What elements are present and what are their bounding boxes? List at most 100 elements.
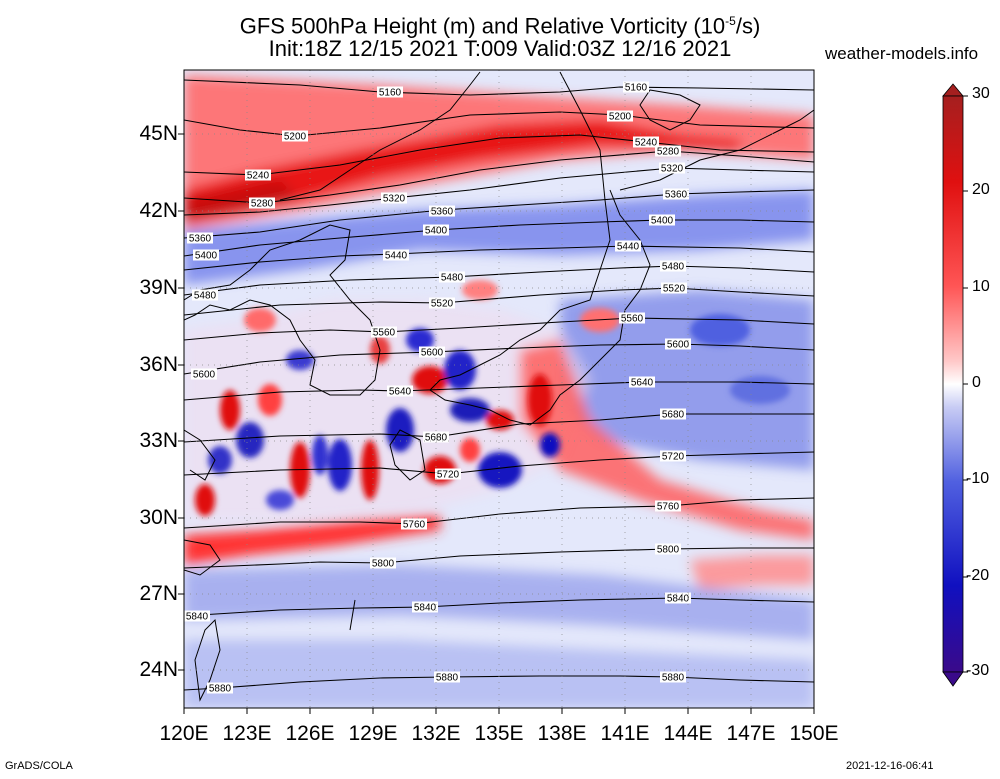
contour-label-bg xyxy=(381,192,407,204)
contour-label-bg xyxy=(655,145,681,157)
contour-label-bg xyxy=(660,671,686,683)
contour-label: 5560 xyxy=(373,328,396,339)
contour-label: 5320 xyxy=(383,194,406,205)
contour-5360 xyxy=(184,189,814,239)
contour-label: 5760 xyxy=(403,520,426,531)
lat-label: 42N xyxy=(139,199,178,222)
site-credit: weather-models.info xyxy=(825,44,979,63)
contour-label-bg xyxy=(423,224,449,236)
contour-label-bg xyxy=(245,169,271,181)
contour-label: 5160 xyxy=(379,88,402,99)
contour-label-bg xyxy=(659,162,685,174)
contour-5400 xyxy=(184,219,814,257)
contour-label: 5560 xyxy=(621,314,644,325)
chart-subtitle: Init:18Z 12/15 2021 T:009 Valid:03Z 12/1… xyxy=(268,36,732,61)
contour-label: 5280 xyxy=(251,199,274,210)
contour-label-bg xyxy=(371,326,397,338)
contour-label: 5200 xyxy=(609,112,632,123)
colorbar-label: -30 xyxy=(966,662,990,679)
contour-label-bg xyxy=(649,214,675,226)
contour-label-bg xyxy=(387,385,413,397)
colorbar-label: -10 xyxy=(966,470,990,487)
contour-label: 5160 xyxy=(625,83,648,94)
lon-label: 141E xyxy=(600,722,650,745)
contour-label: 5720 xyxy=(662,452,685,463)
contour-label-bg xyxy=(663,188,689,200)
contour-label: 5240 xyxy=(247,171,270,182)
contour-label-bg xyxy=(629,376,655,388)
contour-label-bg xyxy=(661,282,687,294)
lon-label: 150E xyxy=(789,722,839,745)
lat-label: 30N xyxy=(139,506,178,529)
contour-label-bg xyxy=(660,260,686,272)
contour-label-bg xyxy=(429,297,455,309)
contour-label-bg xyxy=(665,592,691,604)
contour-label-bg xyxy=(412,601,438,613)
colorbar-label: 0 xyxy=(972,374,981,391)
contour-label: 5600 xyxy=(193,370,216,381)
contour-label: 5880 xyxy=(662,673,685,684)
contour-label-bg xyxy=(607,110,633,122)
contour-label: 5800 xyxy=(372,559,395,570)
lat-label: 45N xyxy=(139,122,178,145)
contour-label: 5360 xyxy=(665,190,688,201)
lon-label: 135E xyxy=(474,722,524,745)
contour-label-bg xyxy=(655,500,681,512)
contour-label-bg xyxy=(439,271,465,283)
contour-label-bg xyxy=(435,468,461,480)
colorbar-label: 10 xyxy=(972,278,990,295)
contour-5880 xyxy=(184,675,814,691)
contour-5680 xyxy=(184,413,814,443)
contour-label-bg xyxy=(434,671,460,683)
chart-title: GFS 500hPa Height (m) and Relative Vorti… xyxy=(239,13,761,39)
lon-label: 132E xyxy=(411,722,461,745)
contour-label-bg xyxy=(383,249,409,261)
lat-label: 36N xyxy=(139,353,178,376)
contour-label-bg xyxy=(655,543,681,555)
contour-5320 xyxy=(184,167,814,216)
lat-label: 39N xyxy=(139,276,178,299)
contour-label: 5360 xyxy=(189,234,212,245)
contour-label-bg xyxy=(633,136,659,148)
lat-label: 24N xyxy=(139,658,178,681)
contour-label: 5400 xyxy=(425,226,448,237)
contour-5480 xyxy=(184,265,814,296)
footer-software: GrADS/COLA xyxy=(5,760,73,772)
lon-label: 147E xyxy=(726,722,776,745)
contour-5160 xyxy=(184,79,814,96)
contour-label: 5600 xyxy=(667,340,690,351)
contour-label: 5600 xyxy=(421,348,444,359)
contour-5800 xyxy=(184,547,814,569)
contour-label: 5360 xyxy=(431,207,454,218)
contour-label: 5480 xyxy=(441,273,464,284)
contour-label-bg xyxy=(665,338,691,350)
contour-label-bg xyxy=(370,557,396,569)
contour-5720 xyxy=(184,451,814,476)
contour-label: 5240 xyxy=(635,138,658,149)
lat-label: 33N xyxy=(139,429,178,452)
contour-5600 xyxy=(184,343,814,375)
contour-label: 5840 xyxy=(186,612,209,623)
contour-label: 5440 xyxy=(385,251,408,262)
lon-label: 120E xyxy=(159,722,209,745)
lon-label: 138E xyxy=(537,722,587,745)
contour-5840 xyxy=(184,597,814,617)
contour-label: 5680 xyxy=(662,410,685,421)
contour-label-bg xyxy=(184,610,210,622)
contour-label-bg xyxy=(660,450,686,462)
lon-label: 129E xyxy=(348,722,398,745)
grid xyxy=(184,70,814,708)
contour-label: 5480 xyxy=(194,291,217,302)
lon-label: 144E xyxy=(663,722,713,745)
contour-label: 5280 xyxy=(657,147,680,158)
contour-label-bg xyxy=(615,240,641,252)
contour-label: 5200 xyxy=(284,132,307,143)
contour-5560 xyxy=(184,317,814,341)
contour-label: 5480 xyxy=(662,262,685,273)
contour-label-bg xyxy=(282,130,308,142)
contour-label-bg xyxy=(419,346,445,358)
contour-5280 xyxy=(184,150,814,204)
height-contours xyxy=(184,79,814,691)
colorbar-label: -20 xyxy=(966,567,990,584)
